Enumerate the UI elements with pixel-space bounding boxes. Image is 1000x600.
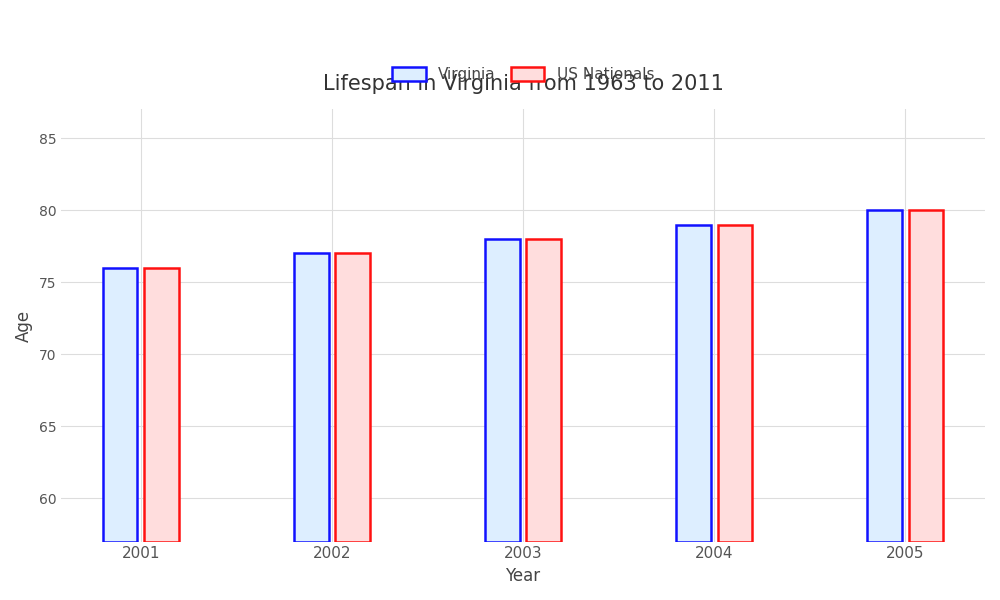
X-axis label: Year: Year	[505, 567, 541, 585]
Y-axis label: Age: Age	[15, 310, 33, 341]
Bar	[909, 210, 943, 542]
Bar	[526, 239, 561, 542]
Bar	[485, 239, 520, 542]
Bar	[144, 268, 179, 542]
Bar	[867, 210, 902, 542]
Bar	[103, 268, 137, 542]
Title: Lifespan in Virginia from 1963 to 2011: Lifespan in Virginia from 1963 to 2011	[323, 74, 723, 94]
Bar	[335, 253, 370, 542]
Bar	[294, 253, 329, 542]
Bar	[718, 224, 752, 542]
Legend: Virginia, US Nationals: Virginia, US Nationals	[386, 61, 660, 88]
Bar	[676, 224, 711, 542]
